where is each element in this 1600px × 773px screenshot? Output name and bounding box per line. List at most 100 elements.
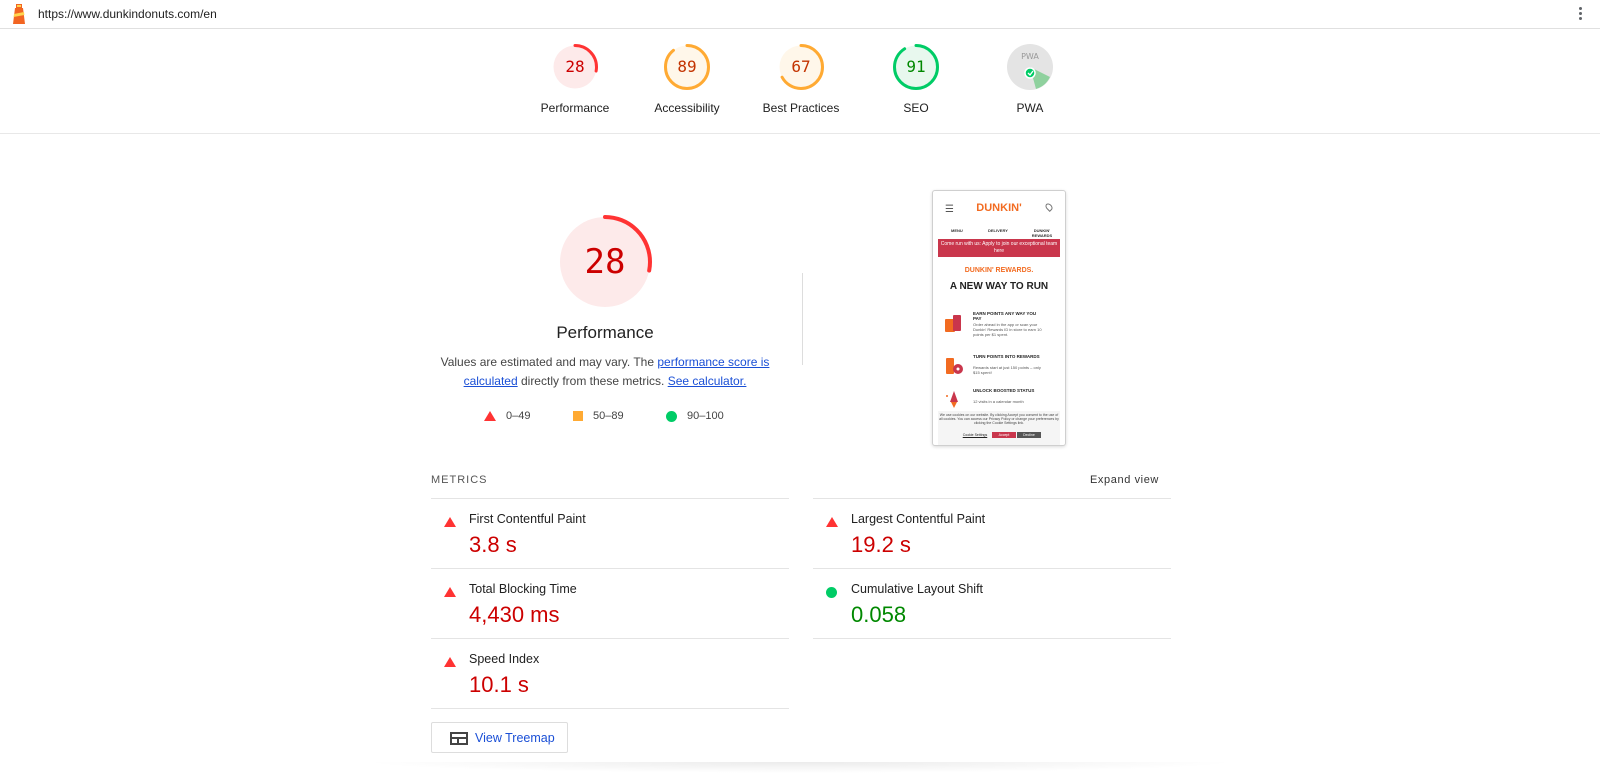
score-value: 28 xyxy=(565,57,585,76)
screenshot-row-sub: Order ahead in the app or scan your Dunk… xyxy=(973,322,1042,337)
score-label: Accessibility xyxy=(654,101,720,115)
divider xyxy=(431,708,789,709)
treemap-icon xyxy=(450,732,468,745)
cookie-decline: Decline xyxy=(1017,432,1041,438)
score-gauge-seo: 91 xyxy=(892,43,940,91)
gauge-background xyxy=(894,45,938,89)
metric-largest-contentful-paint: Largest Contentful Paint 19.2 s xyxy=(813,498,1171,568)
metric-value: 10.1 s xyxy=(469,672,529,697)
category-scores: 28 Performance 89 Accessibility 67 Best … xyxy=(0,30,1600,134)
screenshot-banner: Come run with us: Apply to join our exce… xyxy=(938,239,1060,257)
description-text: directly from these metrics. xyxy=(517,374,668,388)
gauge-background xyxy=(779,45,823,89)
pwa-badge-text: PWA xyxy=(1021,52,1039,61)
metric-name: Largest Contentful Paint xyxy=(851,512,986,526)
pass-circle-icon xyxy=(826,587,837,598)
coffee-donut-icon xyxy=(946,358,963,374)
metric-total-blocking-time: Total Blocking Time 4,430 ms xyxy=(431,568,789,638)
gauge-background xyxy=(560,217,650,307)
score-pwa[interactable]: PWA PWA xyxy=(970,43,1090,115)
divider xyxy=(802,273,803,365)
kebab-menu-icon[interactable] xyxy=(1575,5,1585,23)
gauge-background xyxy=(553,45,597,89)
cookie-text: We use cookies on our website. By clicki… xyxy=(939,413,1059,425)
score-accessibility[interactable]: 89 Accessibility xyxy=(627,43,747,115)
view-treemap-label: View Treemap xyxy=(475,731,555,745)
gauge-background xyxy=(665,45,709,89)
score-gauge-best-practices: 67 xyxy=(777,43,825,91)
metric-name: First Contentful Paint xyxy=(469,512,586,526)
screenshot-row-sub: Rewards start at just 150 points – only … xyxy=(973,365,1041,375)
gauge-arc xyxy=(552,44,598,90)
metric-speed-index: Speed Index 10.1 s xyxy=(431,638,789,709)
gauge-arc xyxy=(558,215,652,309)
performance-title: Performance xyxy=(556,323,654,342)
expand-view-toggle[interactable]: Expand view xyxy=(1090,474,1159,486)
see-calculator-link[interactable]: See calculator. xyxy=(667,374,747,388)
gauge-arc xyxy=(664,44,710,90)
screenshot-row: TURN POINTS INTO REWARDS Rewards start a… xyxy=(943,354,1058,384)
view-treemap-button[interactable]: View Treemap xyxy=(431,722,568,753)
score-value: 91 xyxy=(906,57,926,76)
metric-value: 0.058 xyxy=(851,602,907,627)
performance-gauge: 28 xyxy=(557,214,653,310)
screenshot-nav-item: MENU xyxy=(951,228,963,233)
metric-value: 19.2 s xyxy=(851,532,911,557)
metric-value: 3.8 s xyxy=(469,532,517,557)
score-best-practices[interactable]: 67 Best Practices xyxy=(741,43,861,115)
legend-fail: 0–49 xyxy=(484,410,530,422)
cookie-buttons: Cookie Settings Accept Decline xyxy=(956,432,1046,439)
fail-triangle-icon xyxy=(444,587,456,597)
cookie-accept: Accept xyxy=(992,432,1016,438)
score-seo[interactable]: 91 SEO xyxy=(856,43,976,115)
triangle-icon xyxy=(484,411,496,421)
pwa-badge-icon: PWA xyxy=(1006,43,1054,91)
metric-name: Speed Index xyxy=(469,652,540,666)
screenshot-rewards: DUNKIN' REWARDS. xyxy=(964,267,1034,274)
score-gauge-performance: 28 xyxy=(551,43,599,91)
page-url: https://www.dunkindonuts.com/en xyxy=(38,7,217,21)
screenshot-row-title: EARN POINTS ANY WAY YOU PAY xyxy=(973,311,1037,321)
square-icon xyxy=(573,411,583,421)
score-gauge-accessibility: 89 xyxy=(663,43,711,91)
circle-icon xyxy=(666,410,677,422)
cookie-settings: Cookie Settings xyxy=(962,433,988,437)
score-performance[interactable]: 28 Performance xyxy=(515,43,635,115)
performance-description: Values are estimated and may vary. The p… xyxy=(440,353,770,391)
screenshot-header: ☰ DUNKIN' xyxy=(933,191,1065,225)
fail-triangle-icon xyxy=(444,517,456,527)
legend-range: 0–49 xyxy=(506,410,531,422)
score-label: Performance xyxy=(540,101,610,115)
metric-first-contentful-paint: First Contentful Paint 3.8 s xyxy=(431,498,789,568)
metric-name: Total Blocking Time xyxy=(469,582,577,596)
score-value: 67 xyxy=(791,57,811,76)
metrics-heading: METRICS xyxy=(431,474,488,486)
performance-score: 28 xyxy=(584,242,626,282)
gauge-arc xyxy=(778,44,824,90)
final-screenshot[interactable]: ☰ DUNKIN' MENU DELIVERY DUNKIN' REWARDS … xyxy=(932,190,1066,446)
divider xyxy=(813,638,1171,639)
gauge-arc xyxy=(893,44,939,90)
metric-name: Cumulative Layout Shift xyxy=(851,582,984,596)
description-text: Values are estimated and may vary. The xyxy=(440,355,658,369)
rocket-icon xyxy=(946,391,958,408)
performance-score-link[interactable]: performance score is calculated xyxy=(463,355,770,388)
screenshot-nav-item: DUNKIN' REWARDS xyxy=(1031,228,1053,238)
screenshot-headline: A NEW WAY TO RUN xyxy=(949,281,1049,292)
lighthouse-icon xyxy=(13,4,25,24)
metric-value: 4,430 ms xyxy=(469,602,560,627)
screenshot-cookie-banner: We use cookies on our website. By clicki… xyxy=(938,411,1060,445)
metric-cumulative-layout-shift: Cumulative Layout Shift 0.058 xyxy=(813,568,1171,639)
screenshot-row-sub: 12 visits in a calendar month xyxy=(973,399,1024,404)
phone-card-icon xyxy=(945,315,961,332)
score-label: SEO xyxy=(903,101,929,115)
fail-triangle-icon xyxy=(826,517,838,527)
location-pin-icon xyxy=(1044,202,1054,212)
legend-average: 50–89 xyxy=(573,410,624,422)
screenshot-brand: DUNKIN' xyxy=(976,202,1022,214)
screenshot-nav-item: DELIVERY xyxy=(988,228,1008,233)
screenshot-row-title: TURN POINTS INTO REWARDS xyxy=(973,354,1040,359)
legend-range: 50–89 xyxy=(593,410,624,422)
screenshot-nav: MENU DELIVERY DUNKIN' REWARDS xyxy=(933,226,1065,238)
legend-range: 90–100 xyxy=(687,410,724,422)
